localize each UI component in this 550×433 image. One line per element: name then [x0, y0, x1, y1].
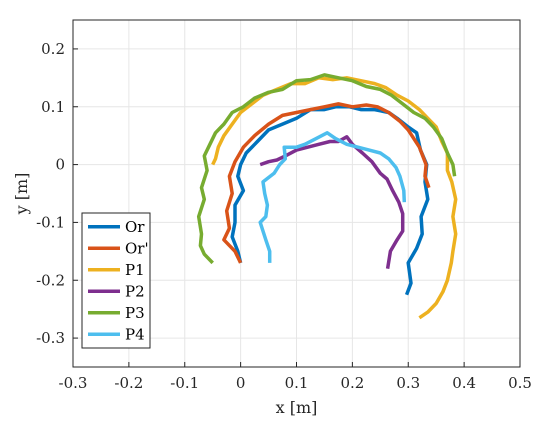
- x-tick-label: 0.1: [285, 374, 309, 392]
- legend-label: Or': [125, 239, 149, 257]
- legend-label: Or: [125, 218, 145, 236]
- legend-label: P4: [125, 325, 145, 343]
- y-tick-label: -0.1: [36, 213, 65, 231]
- legend: Or Or' P1 P2 P3 P4: [81, 212, 151, 349]
- x-tick-label: 0.4: [452, 374, 476, 392]
- series-line-3: [211, 76, 458, 320]
- legend-box: [81, 212, 151, 349]
- y-tick-label: -0.2: [36, 271, 65, 289]
- y-tick-label: -0.3: [36, 329, 65, 347]
- series-line-2: [222, 102, 431, 264]
- x-tick-label: -0.3: [59, 374, 88, 392]
- y-tick-label: 0: [55, 156, 65, 174]
- series-line-5: [196, 73, 457, 265]
- y-tick-label: 0.1: [41, 98, 65, 116]
- legend-label: P1: [125, 261, 145, 279]
- legend-label: P3: [125, 304, 145, 322]
- y-axis-label: y [m]: [12, 173, 31, 216]
- x-tick-label: 0.2: [340, 374, 364, 392]
- x-tick-label: -0.1: [170, 374, 199, 392]
- y-tick-label: 0.2: [41, 40, 65, 58]
- x-tick-label: 0.3: [396, 374, 420, 392]
- x-tick-label: 0: [236, 374, 246, 392]
- ticks: -0.3 -0.2 -0.1 0 0.1 0.2 0.3 0.4 0.5 -0.3 -0.2 -0.1…: [36, 40, 532, 392]
- x-tick-label: -0.2: [114, 374, 143, 392]
- x-tick-label: 0.5: [508, 374, 532, 392]
- series-group: [196, 73, 458, 320]
- legend-label: P2: [125, 282, 145, 300]
- x-axis-label: x [m]: [276, 398, 318, 417]
- series-line-6: [258, 131, 407, 263]
